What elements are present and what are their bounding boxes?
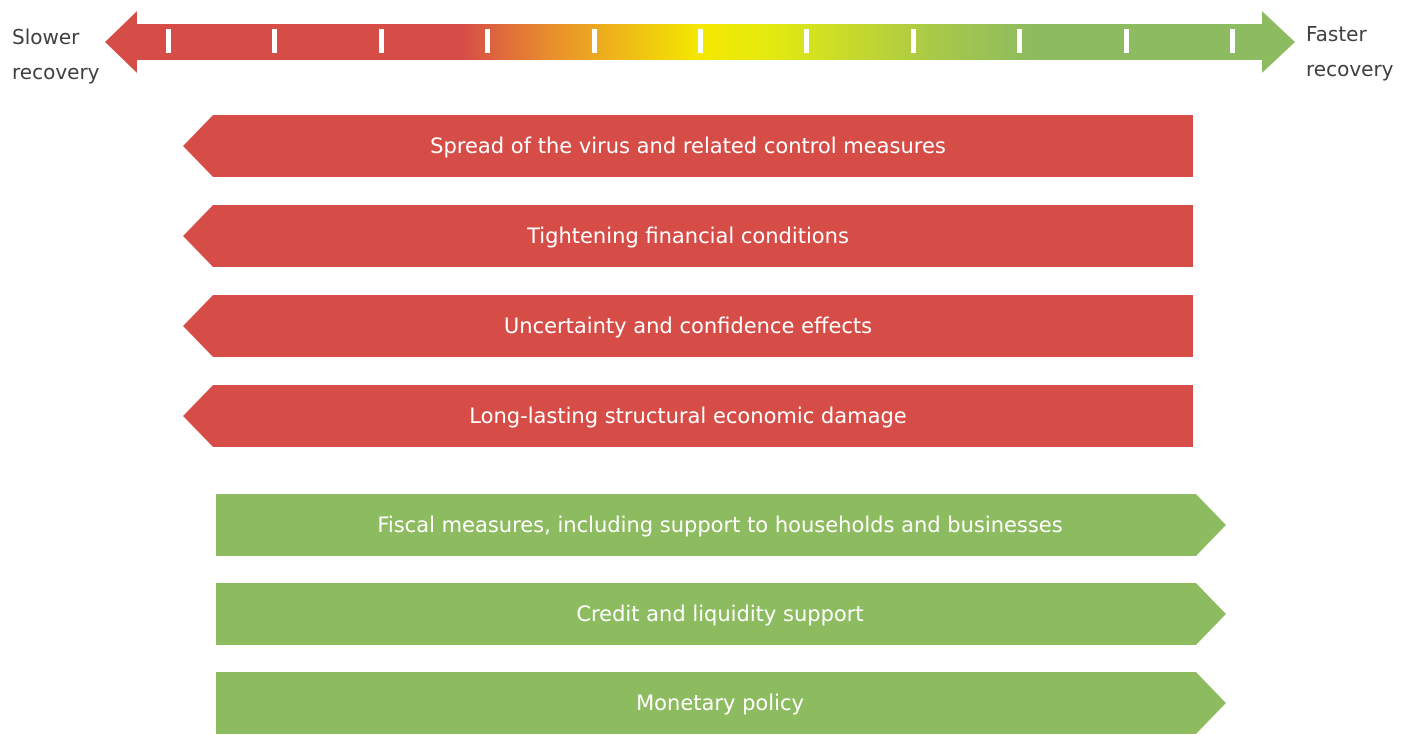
negative-label: Long-lasting structural economic damage	[469, 404, 906, 428]
negative-arrow	[183, 385, 1193, 447]
negative-label: Tightening financial conditions	[526, 224, 849, 248]
positive-label: Fiscal measures, including support to ho…	[377, 513, 1062, 537]
positive-arrow	[216, 672, 1226, 734]
negative-arrow	[183, 115, 1193, 177]
positive-label: Monetary policy	[636, 691, 804, 715]
positive-arrow	[216, 583, 1226, 645]
right-label: Faster	[1306, 22, 1367, 46]
left-label: recovery	[12, 60, 100, 84]
negative-arrow	[183, 205, 1193, 267]
positive-arrow	[216, 494, 1226, 556]
positive-label: Credit and liquidity support	[576, 602, 863, 626]
right-label: recovery	[1306, 57, 1394, 81]
scale-ticks	[166, 29, 1235, 53]
negative-arrow	[183, 295, 1193, 357]
negative-label: Uncertainty and confidence effects	[504, 314, 872, 338]
left-label: Slower	[12, 25, 80, 49]
negative-label: Spread of the virus and related control …	[430, 134, 946, 158]
